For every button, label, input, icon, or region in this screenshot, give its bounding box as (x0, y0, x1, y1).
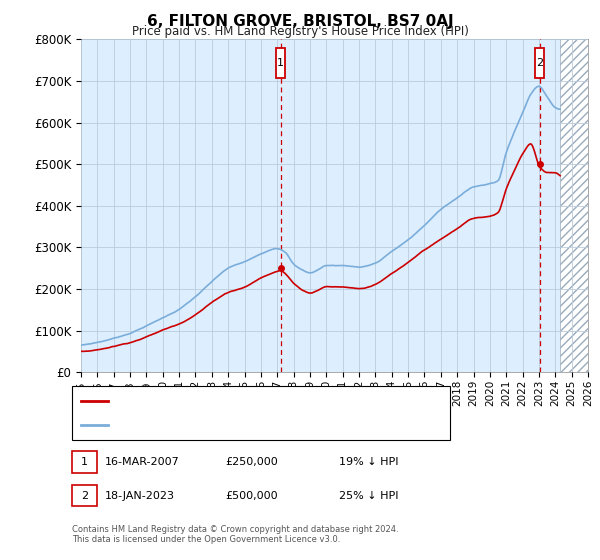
Bar (560, 39, 596, 372)
FancyBboxPatch shape (535, 48, 544, 78)
Text: Price paid vs. HM Land Registry's House Price Index (HPI): Price paid vs. HM Land Registry's House … (131, 25, 469, 38)
Text: 19% ↓ HPI: 19% ↓ HPI (339, 457, 398, 467)
Text: 16-MAR-2007: 16-MAR-2007 (105, 457, 180, 467)
Text: 2: 2 (536, 58, 544, 68)
Text: 6, FILTON GROVE, BRISTOL, BS7 0AJ: 6, FILTON GROVE, BRISTOL, BS7 0AJ (146, 14, 454, 29)
Text: 6, FILTON GROVE, BRISTOL, BS7 0AJ (detached house): 6, FILTON GROVE, BRISTOL, BS7 0AJ (detac… (113, 396, 394, 407)
Text: 25% ↓ HPI: 25% ↓ HPI (339, 491, 398, 501)
Text: Contains HM Land Registry data © Crown copyright and database right 2024.
This d: Contains HM Land Registry data © Crown c… (72, 525, 398, 544)
Text: 1: 1 (277, 58, 284, 68)
Text: 2: 2 (81, 491, 88, 501)
Text: 1: 1 (81, 457, 88, 467)
Text: 18-JAN-2023: 18-JAN-2023 (105, 491, 175, 501)
Bar (560, 39, 596, 372)
Text: £250,000: £250,000 (225, 457, 278, 467)
Text: HPI: Average price, detached house, City of Bristol: HPI: Average price, detached house, City… (113, 419, 376, 430)
Text: £500,000: £500,000 (225, 491, 278, 501)
FancyBboxPatch shape (276, 48, 285, 78)
